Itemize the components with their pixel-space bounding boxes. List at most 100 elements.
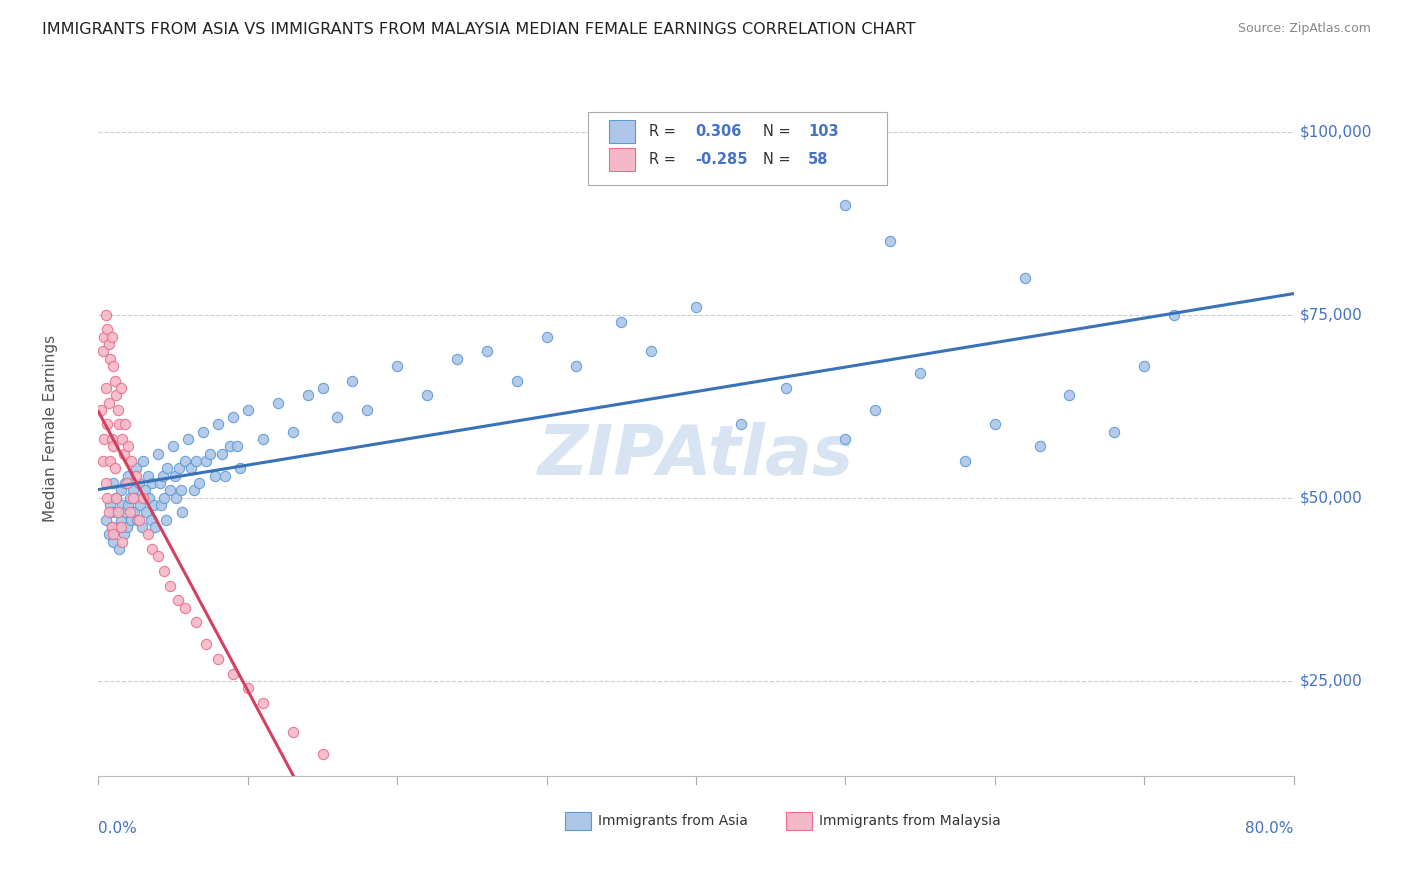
Point <box>167 461 190 475</box>
Point <box>195 637 218 651</box>
Point <box>103 527 125 541</box>
Point <box>207 417 229 432</box>
Point <box>103 476 125 491</box>
Point <box>1014 271 1036 285</box>
Point <box>132 491 155 505</box>
Point <box>219 440 242 454</box>
Text: 0.306: 0.306 <box>695 124 741 139</box>
Point <box>93 432 115 446</box>
Point <box>120 454 142 468</box>
Point <box>108 541 131 556</box>
Point <box>385 359 409 373</box>
Point <box>114 476 136 491</box>
Point <box>129 498 152 512</box>
Point <box>1059 388 1081 402</box>
Point <box>118 491 141 505</box>
Point <box>101 520 124 534</box>
Point <box>134 483 156 498</box>
Point <box>110 513 132 527</box>
Point <box>97 337 120 351</box>
Point <box>104 461 127 475</box>
Point <box>297 388 319 402</box>
Point <box>112 447 135 461</box>
Point <box>152 468 174 483</box>
Point <box>172 505 194 519</box>
Point <box>105 491 128 505</box>
Text: 58: 58 <box>808 152 828 167</box>
Text: -0.285: -0.285 <box>695 152 747 167</box>
Point <box>101 329 124 343</box>
Text: ZIPAtlas: ZIPAtlas <box>538 423 853 490</box>
Point <box>162 440 184 454</box>
Point <box>177 432 200 446</box>
Point <box>117 440 139 454</box>
Text: Immigrants from Malaysia: Immigrants from Malaysia <box>820 814 1001 829</box>
Point <box>834 198 856 212</box>
Bar <box>609 120 636 143</box>
Point <box>121 483 143 498</box>
Point <box>1133 359 1156 373</box>
Point <box>101 432 124 446</box>
Point <box>281 425 304 439</box>
Point <box>98 498 122 512</box>
Point <box>90 402 112 417</box>
Point <box>91 454 114 468</box>
Point <box>187 476 209 491</box>
Point <box>150 498 173 512</box>
Point <box>342 374 364 388</box>
Text: $75,000: $75,000 <box>1299 307 1362 322</box>
Point <box>252 432 274 446</box>
Point <box>94 513 117 527</box>
Bar <box>565 813 591 830</box>
Text: $25,000: $25,000 <box>1299 673 1362 689</box>
Point <box>195 454 218 468</box>
Point <box>148 549 170 564</box>
Point <box>110 381 132 395</box>
Point <box>311 747 333 761</box>
Point <box>236 402 259 417</box>
Point <box>114 505 136 519</box>
Point <box>226 440 249 454</box>
Point <box>125 491 148 505</box>
Point <box>204 468 226 483</box>
Point <box>207 652 229 666</box>
Point <box>222 666 245 681</box>
Point <box>103 359 125 373</box>
Point <box>879 235 901 249</box>
Point <box>91 344 114 359</box>
Text: Median Female Earnings: Median Female Earnings <box>44 334 58 522</box>
Point <box>191 425 214 439</box>
Point <box>94 476 117 491</box>
Point <box>125 468 148 483</box>
Point <box>141 476 163 491</box>
Point <box>311 381 333 395</box>
Point <box>183 483 205 498</box>
Text: $100,000: $100,000 <box>1299 124 1372 139</box>
Text: R =: R = <box>650 124 681 139</box>
Point <box>169 483 191 498</box>
Point <box>135 505 157 519</box>
Point <box>125 461 148 475</box>
Point <box>174 454 197 468</box>
Text: 80.0%: 80.0% <box>1246 822 1294 837</box>
Point <box>163 468 186 483</box>
Point <box>155 513 177 527</box>
Point <box>120 513 142 527</box>
Point <box>149 476 172 491</box>
Point <box>536 329 558 343</box>
Point <box>138 491 160 505</box>
Point <box>93 329 115 343</box>
Point <box>326 410 349 425</box>
Point <box>103 534 125 549</box>
Point <box>110 520 132 534</box>
FancyBboxPatch shape <box>589 112 887 185</box>
Point <box>506 374 529 388</box>
Point <box>153 491 176 505</box>
Point <box>97 505 120 519</box>
Text: $50,000: $50,000 <box>1299 491 1362 505</box>
Point <box>159 483 181 498</box>
Point <box>97 395 120 409</box>
Text: Immigrants from Asia: Immigrants from Asia <box>598 814 748 829</box>
Point <box>98 454 122 468</box>
Point <box>112 527 135 541</box>
